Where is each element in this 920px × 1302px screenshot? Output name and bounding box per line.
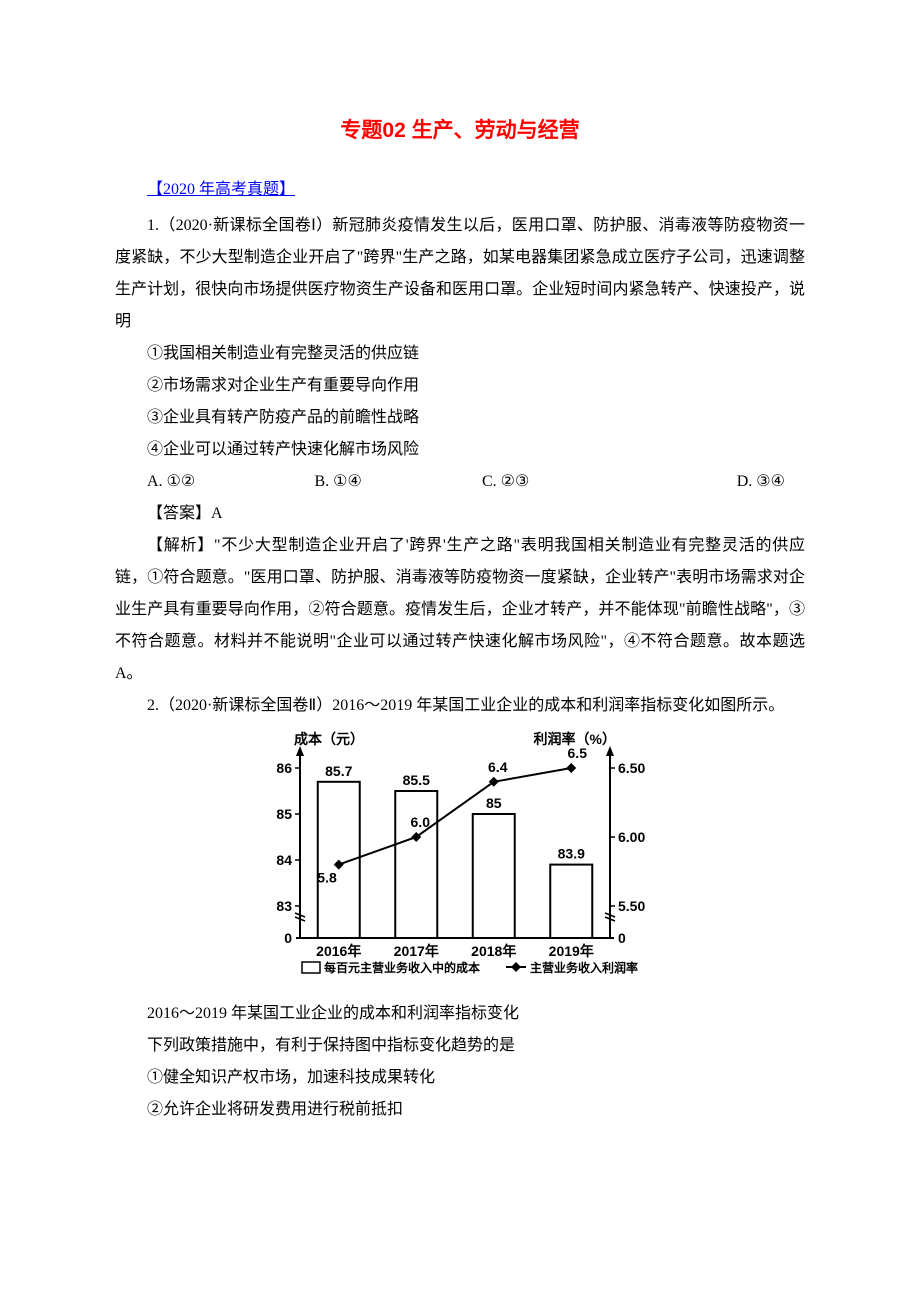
svg-text:每百元主营业务收入中的成本: 每百元主营业务收入中的成本 xyxy=(324,960,480,975)
q2-chart: 成本（元）利润率（%）8685848306.506.005.50085.7201… xyxy=(240,730,680,990)
svg-text:6.4: 6.4 xyxy=(488,759,508,775)
svg-text:85: 85 xyxy=(276,806,292,822)
q2-stem: 2.（2020·新课标全国卷Ⅱ）2016～2019 年某国工业企业的成本和利润率… xyxy=(115,690,805,722)
svg-text:5.8: 5.8 xyxy=(317,870,337,886)
svg-text:0: 0 xyxy=(284,930,292,946)
q2-caption: 2016～2019 年某国工业企业的成本和利润率指标变化 xyxy=(115,998,805,1030)
svg-text:6.00: 6.00 xyxy=(618,829,645,845)
svg-text:86: 86 xyxy=(276,760,292,776)
svg-text:85.7: 85.7 xyxy=(325,763,352,779)
svg-text:2019年: 2019年 xyxy=(549,943,594,959)
q2-s1: ①健全知识产权市场，加速科技成果转化 xyxy=(115,1062,805,1094)
svg-text:成本（元）: 成本（元） xyxy=(294,731,364,747)
q1-stem: 1.（2020·新课标全国卷Ⅰ）新冠肺炎疫情发生以后，医用口罩、防护服、消毒液等… xyxy=(115,210,805,338)
svg-text:0: 0 xyxy=(618,930,626,946)
svg-text:85: 85 xyxy=(486,795,502,811)
svg-text:83: 83 xyxy=(276,898,292,914)
q1-s4: ④企业可以通过转产快速化解市场风险 xyxy=(115,434,805,466)
svg-text:83.9: 83.9 xyxy=(558,846,585,862)
q1-optA: A. ①② xyxy=(115,466,283,498)
svg-text:2016年: 2016年 xyxy=(316,943,361,959)
q1-explain: 【解析】"不少大型制造企业开启了'跨界'生产之路"表明我国相关制造业有完整灵活的… xyxy=(115,530,805,690)
q1-optC: C. ②③ xyxy=(450,466,618,498)
svg-text:5.50: 5.50 xyxy=(618,898,645,914)
svg-text:85.5: 85.5 xyxy=(403,772,430,788)
svg-text:6.0: 6.0 xyxy=(411,814,431,830)
q1-options: A. ①② B. ①④ C. ②③ D. ③④ xyxy=(115,466,805,498)
page-title: 专题02 生产、劳动与经营 xyxy=(115,110,805,152)
svg-text:84: 84 xyxy=(276,852,292,868)
q2-s2: ②允许企业将研发费用进行税前抵扣 xyxy=(115,1094,805,1126)
q1-optB: B. ①④ xyxy=(283,466,451,498)
q1-optD: D. ③④ xyxy=(618,466,806,498)
q1-s2: ②市场需求对企业生产有重要导向作用 xyxy=(115,370,805,402)
q1-s3: ③企业具有转产防疫产品的前瞻性战略 xyxy=(115,402,805,434)
svg-text:主营业务收入利润率: 主营业务收入利润率 xyxy=(530,960,638,975)
svg-text:6.50: 6.50 xyxy=(618,760,645,776)
svg-text:2018年: 2018年 xyxy=(471,943,516,959)
svg-text:6.5: 6.5 xyxy=(568,745,588,761)
q1-answer: 【答案】A xyxy=(115,498,805,530)
q1-s1: ①我国相关制造业有完整灵活的供应链 xyxy=(115,338,805,370)
section-header: 【2020 年高考真题】 xyxy=(115,174,805,206)
svg-text:2017年: 2017年 xyxy=(394,943,439,959)
q2-lead: 下列政策措施中，有利于保持图中指标变化趋势的是 xyxy=(115,1030,805,1062)
